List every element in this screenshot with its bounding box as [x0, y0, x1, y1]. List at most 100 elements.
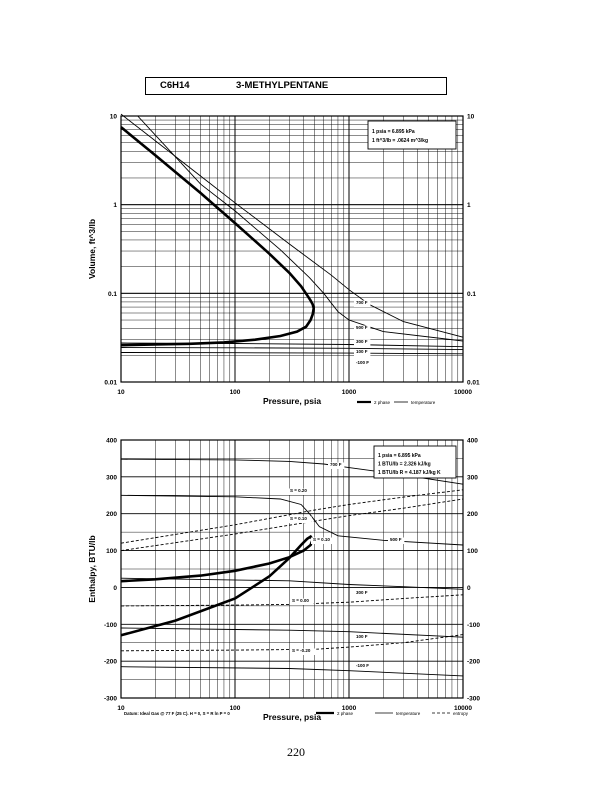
y-tick-label-right: 0.1	[467, 291, 476, 298]
y-tick-label-left: 10	[110, 114, 118, 121]
y-tick-label-right: 400	[467, 438, 478, 445]
x-tick-label: 1000	[342, 389, 357, 396]
grid	[120, 115, 464, 383]
curve-label-text: 500 F	[390, 537, 402, 542]
legend: 2 phase temperature	[357, 400, 436, 405]
info-box-line: 1 ft^3/lb = .0624 m^3/kg	[372, 138, 428, 144]
compound-formula: C6H14	[160, 80, 190, 91]
x-tick-label: 100	[230, 389, 241, 396]
curve-label-text: -100 F	[356, 360, 369, 365]
curve-label: S = 0.20	[288, 488, 312, 495]
series-line-300-f	[120, 342, 464, 348]
curve-label-text: 300 F	[356, 590, 368, 595]
curve-label: 100 F	[354, 634, 371, 641]
curve-label-text: -100 F	[356, 663, 369, 668]
curve-label-text: 300 F	[356, 339, 368, 344]
y-tick-label-right: 200	[467, 511, 478, 518]
series-line-2-phase	[120, 126, 316, 347]
y-tick-label-right: 10	[467, 114, 475, 121]
legend-label: temperature	[411, 400, 436, 405]
y-tick-label-left: -100	[104, 622, 117, 629]
series-line-100-f	[120, 347, 464, 351]
y-tick-label-right: -100	[467, 622, 480, 629]
compound-name: 3-METHYLPENTANE	[236, 80, 329, 91]
info-box-frame	[367, 120, 457, 150]
series-line-2-phase	[120, 534, 315, 637]
y-tick-label-right: 300	[467, 474, 478, 481]
series-line-700-f	[120, 113, 464, 338]
curve-label-bg	[328, 462, 345, 469]
page-number: 220	[287, 745, 305, 759]
curve-label: S = 0.10	[288, 516, 312, 523]
y-tick-label-left: 1	[113, 202, 117, 209]
curve-label: 700 F	[354, 300, 371, 307]
y-tick-label-right: 0.01	[467, 380, 480, 387]
x-tick-label: 10	[117, 389, 125, 396]
x-tick-label: 1000	[342, 705, 357, 712]
info-box-line: 1 psia = 6.895 kPa	[378, 453, 421, 459]
curve-label: S = 0.10	[311, 537, 335, 544]
x-tick-label: 10000	[454, 389, 472, 396]
info-box: 1 psia = 6.895 kPa 1 ft^3/lb = .0624 m^3/…	[367, 120, 457, 150]
curve-label-bg	[354, 300, 371, 307]
info-box-line: 1 psia = 6.895 kPa	[372, 129, 415, 135]
chart-title-box: C6H14 3-METHYLPENTANE	[145, 77, 447, 95]
info-box-line: 1 BTU/lb R = 4.187 kJ/kg K	[378, 470, 441, 476]
curve-label-bg	[354, 663, 373, 670]
y-tick-label-right: 0	[467, 585, 471, 592]
curve-label: S = 0.00	[290, 598, 314, 605]
y-tick-label-right: -200	[467, 659, 480, 666]
curve-label: 300 F	[354, 339, 371, 346]
y-axis-label: Volume, ft^3/lb	[87, 219, 97, 279]
curve-label-text: 700 F	[330, 462, 342, 467]
curve-label: 100 F	[354, 349, 371, 356]
grid	[120, 439, 464, 699]
series-line-100-f	[120, 627, 464, 638]
x-tick-label: 10	[117, 705, 125, 712]
curve-label-text: 100 F	[356, 634, 368, 639]
y-tick-label-left: 400	[106, 438, 117, 445]
curve-label-text: S = -0.20	[292, 648, 311, 653]
curve-label-bg	[290, 598, 314, 605]
info-box: 1 psia = 6.895 kPa 1 BTU/lb = 2.326 kJ/kg…	[373, 445, 457, 479]
series-line-s-0-10	[120, 498, 464, 552]
curve-label: -100 F	[354, 360, 373, 367]
y-tick-label-left: 200	[106, 511, 117, 518]
curve-label-text: S = 0.00	[292, 598, 309, 603]
legend-label: 2 phase	[374, 400, 391, 405]
curve-label-text: 500 F	[356, 325, 368, 330]
y-axis-label: Enthalpy, BTU/lb	[87, 535, 97, 602]
curve-label-text: S = 0.10	[290, 516, 307, 521]
y-tick-label-left: 0	[113, 585, 117, 592]
y-tick-label-left: -200	[104, 659, 117, 666]
y-tick-label-left: 0.01	[104, 380, 117, 387]
x-axis-label: Pressure, psia	[263, 396, 321, 406]
series-line--100-f	[120, 352, 464, 355]
info-box-line: 1 BTU/lb = 2.326 kJ/kg	[378, 462, 431, 468]
legend-label: 2 phase	[337, 711, 354, 716]
curve-label-text: 100 F	[356, 349, 368, 354]
curve-label: S = -0.20	[290, 648, 317, 655]
y-tick-label-left: 0.1	[108, 291, 117, 298]
curve-label-bg	[288, 516, 312, 523]
y-tick-label-left: -300	[104, 696, 117, 703]
curve-label-bg	[311, 537, 335, 544]
footnote: Datum: Ideal Gas @ 77 F (25 C). H = 0, S…	[124, 711, 230, 716]
legend-label: entropy	[453, 711, 469, 716]
y-tick-label-left: 100	[106, 548, 117, 555]
series-line-s-0-00	[120, 594, 464, 607]
curve-label-text: S = 0.20	[290, 488, 307, 493]
series-line-300-f	[120, 577, 464, 590]
y-tick-label-left: 300	[106, 474, 117, 481]
curve-label-text: S = 0.10	[313, 537, 330, 542]
x-tick-label: 100	[230, 705, 241, 712]
curve-label: -100 F	[354, 663, 373, 670]
curve-label-bg	[354, 339, 371, 346]
x-tick-label: 10000	[454, 705, 472, 712]
plot-frame	[120, 439, 464, 699]
series-line-500-f	[120, 494, 464, 546]
curve-label-bg	[354, 325, 371, 332]
x-axis-label: Pressure, psia	[263, 712, 321, 722]
curve-label-bg	[288, 488, 312, 495]
